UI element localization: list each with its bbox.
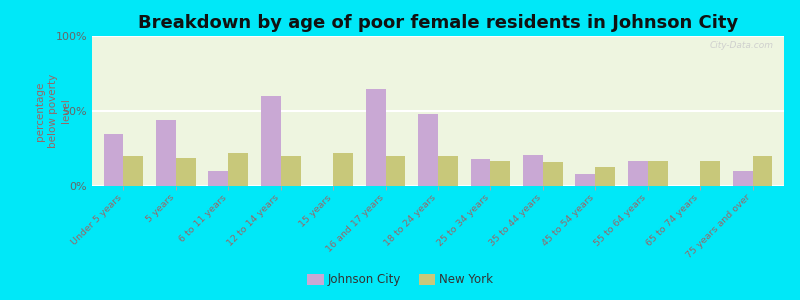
Bar [470,159,490,186]
Bar [208,171,228,186]
Bar [575,174,595,186]
Bar [523,154,543,186]
Bar [261,96,281,186]
Y-axis label: percentage
below poverty
level: percentage below poverty level [34,74,71,148]
Bar [281,156,301,186]
Title: Breakdown by age of poor female residents in Johnson City: Breakdown by age of poor female resident… [138,14,738,32]
Bar [628,160,648,186]
Bar [648,160,668,186]
Bar [595,167,615,186]
Legend: Johnson City, New York: Johnson City, New York [302,269,498,291]
Bar [366,88,386,186]
Bar [543,162,562,186]
Bar [438,156,458,186]
Bar [156,120,176,186]
Bar [733,171,753,186]
Bar [103,134,123,186]
Text: City-Data.com: City-Data.com [710,40,774,50]
Bar [753,156,773,186]
Bar [490,160,510,186]
Bar [228,153,248,186]
Bar [176,158,196,186]
Bar [386,156,406,186]
Bar [418,114,438,186]
Bar [123,156,143,186]
Bar [700,160,720,186]
Bar [333,153,353,186]
